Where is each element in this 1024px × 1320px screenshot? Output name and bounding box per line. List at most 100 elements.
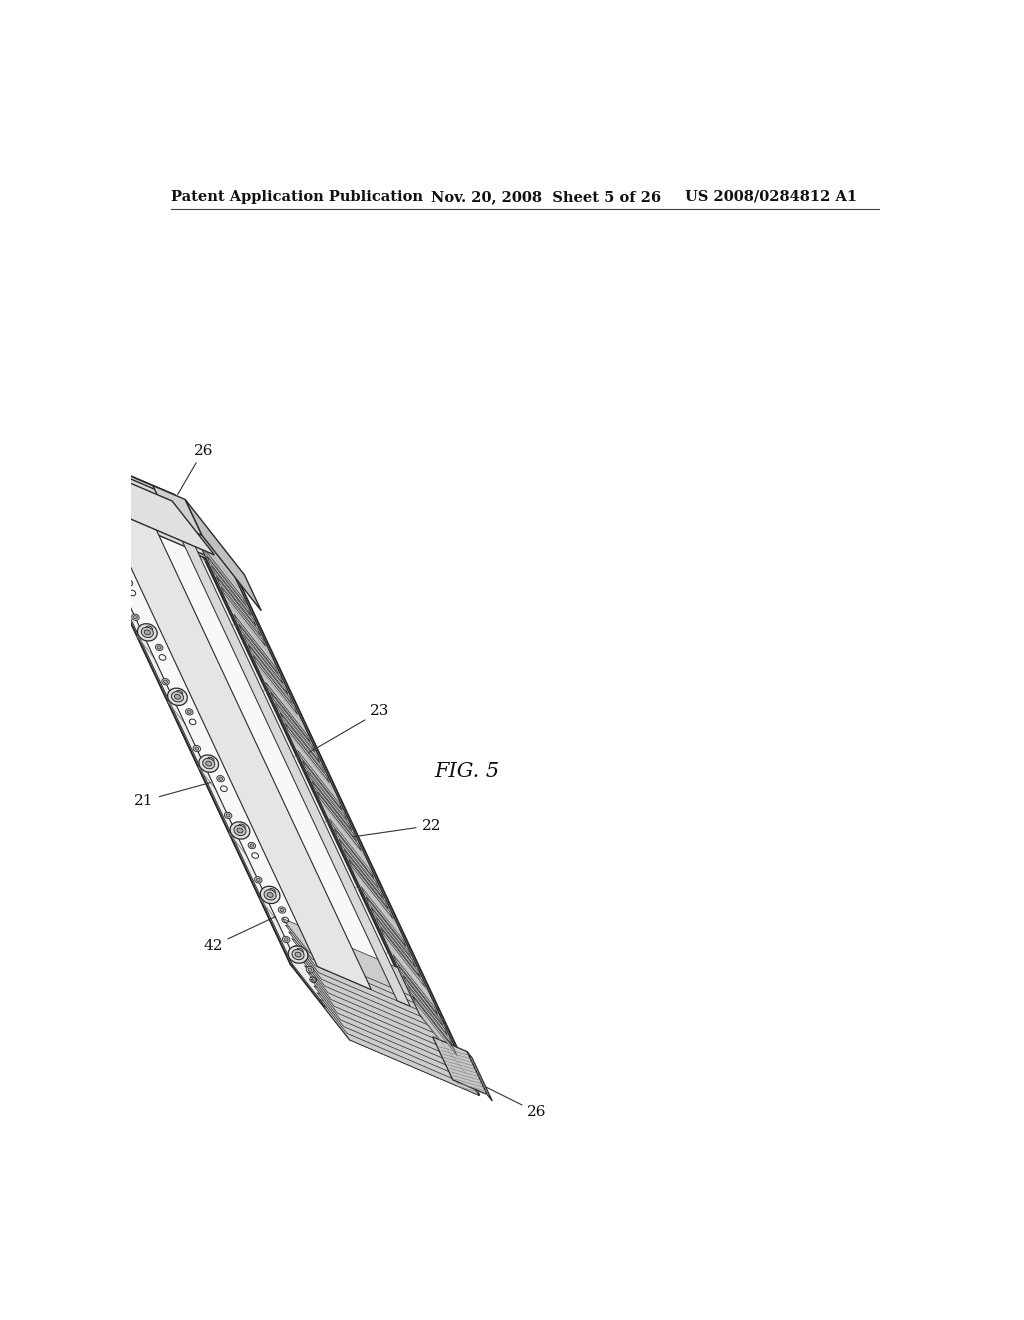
Polygon shape — [330, 818, 374, 878]
Polygon shape — [45, 440, 420, 1020]
Polygon shape — [58, 453, 407, 1007]
Ellipse shape — [267, 892, 273, 898]
Polygon shape — [221, 586, 265, 647]
Polygon shape — [275, 702, 319, 762]
Polygon shape — [49, 447, 53, 455]
Polygon shape — [73, 498, 83, 506]
Polygon shape — [317, 993, 473, 1082]
Ellipse shape — [158, 645, 161, 649]
Ellipse shape — [250, 843, 254, 847]
Polygon shape — [301, 958, 458, 1048]
Ellipse shape — [112, 562, 123, 573]
Ellipse shape — [108, 560, 127, 577]
Polygon shape — [265, 682, 310, 742]
Polygon shape — [339, 840, 384, 899]
Ellipse shape — [88, 511, 94, 515]
Polygon shape — [244, 635, 288, 694]
Ellipse shape — [230, 822, 250, 840]
Ellipse shape — [203, 759, 215, 768]
Polygon shape — [55, 461, 66, 469]
Ellipse shape — [279, 907, 286, 913]
Polygon shape — [181, 507, 472, 1084]
Ellipse shape — [306, 966, 313, 973]
Polygon shape — [52, 451, 343, 1028]
Polygon shape — [367, 898, 411, 957]
Polygon shape — [344, 849, 388, 909]
Polygon shape — [60, 473, 66, 480]
Ellipse shape — [174, 694, 180, 700]
Ellipse shape — [217, 776, 224, 781]
Polygon shape — [46, 442, 56, 449]
Polygon shape — [307, 973, 464, 1061]
Ellipse shape — [292, 949, 304, 960]
Polygon shape — [63, 479, 75, 487]
Ellipse shape — [162, 678, 169, 685]
Polygon shape — [334, 829, 379, 888]
Polygon shape — [408, 986, 453, 1045]
Polygon shape — [361, 887, 407, 946]
Ellipse shape — [199, 755, 218, 772]
Polygon shape — [324, 1006, 479, 1096]
Ellipse shape — [219, 777, 222, 780]
Polygon shape — [467, 1052, 493, 1101]
Polygon shape — [45, 440, 233, 570]
Text: 23: 23 — [309, 705, 389, 752]
Ellipse shape — [101, 527, 105, 529]
Polygon shape — [63, 479, 69, 487]
Text: 22: 22 — [353, 818, 441, 837]
Ellipse shape — [156, 644, 163, 651]
Polygon shape — [229, 606, 300, 719]
Polygon shape — [312, 781, 356, 841]
Ellipse shape — [185, 709, 194, 715]
Polygon shape — [52, 454, 62, 462]
Ellipse shape — [206, 762, 212, 766]
Polygon shape — [381, 928, 425, 987]
Ellipse shape — [195, 747, 199, 750]
Polygon shape — [302, 760, 347, 820]
Ellipse shape — [256, 878, 260, 882]
Text: 42: 42 — [203, 916, 275, 953]
Polygon shape — [46, 442, 50, 449]
Ellipse shape — [168, 688, 187, 705]
Polygon shape — [70, 492, 74, 499]
Polygon shape — [295, 945, 451, 1035]
Polygon shape — [310, 979, 467, 1068]
Ellipse shape — [137, 623, 157, 642]
Polygon shape — [185, 499, 261, 611]
Polygon shape — [298, 750, 342, 810]
Ellipse shape — [233, 825, 246, 836]
Polygon shape — [83, 465, 372, 990]
Ellipse shape — [114, 565, 120, 570]
Polygon shape — [67, 486, 72, 494]
Ellipse shape — [133, 615, 137, 619]
Polygon shape — [321, 999, 476, 1089]
Polygon shape — [398, 965, 442, 1024]
Text: FIG. 5: FIG. 5 — [434, 762, 499, 780]
Ellipse shape — [224, 812, 231, 818]
Text: 21: 21 — [134, 783, 211, 808]
Text: Patent Application Publication: Patent Application Publication — [171, 190, 423, 203]
Polygon shape — [283, 919, 438, 1007]
Polygon shape — [253, 655, 298, 714]
Polygon shape — [289, 932, 444, 1022]
Ellipse shape — [125, 579, 133, 586]
Polygon shape — [285, 723, 330, 783]
Polygon shape — [304, 966, 461, 1055]
Polygon shape — [389, 946, 460, 1061]
Ellipse shape — [101, 549, 110, 556]
Ellipse shape — [127, 581, 131, 585]
Polygon shape — [65, 455, 214, 554]
Polygon shape — [185, 513, 469, 1077]
Polygon shape — [163, 499, 411, 1006]
Polygon shape — [316, 791, 361, 851]
Polygon shape — [58, 467, 62, 474]
Ellipse shape — [237, 828, 243, 833]
Polygon shape — [73, 498, 77, 506]
Polygon shape — [294, 742, 365, 857]
Polygon shape — [67, 486, 77, 494]
Ellipse shape — [141, 627, 154, 638]
Ellipse shape — [308, 968, 311, 972]
Ellipse shape — [264, 890, 276, 900]
Ellipse shape — [76, 495, 83, 502]
Polygon shape — [198, 537, 268, 652]
